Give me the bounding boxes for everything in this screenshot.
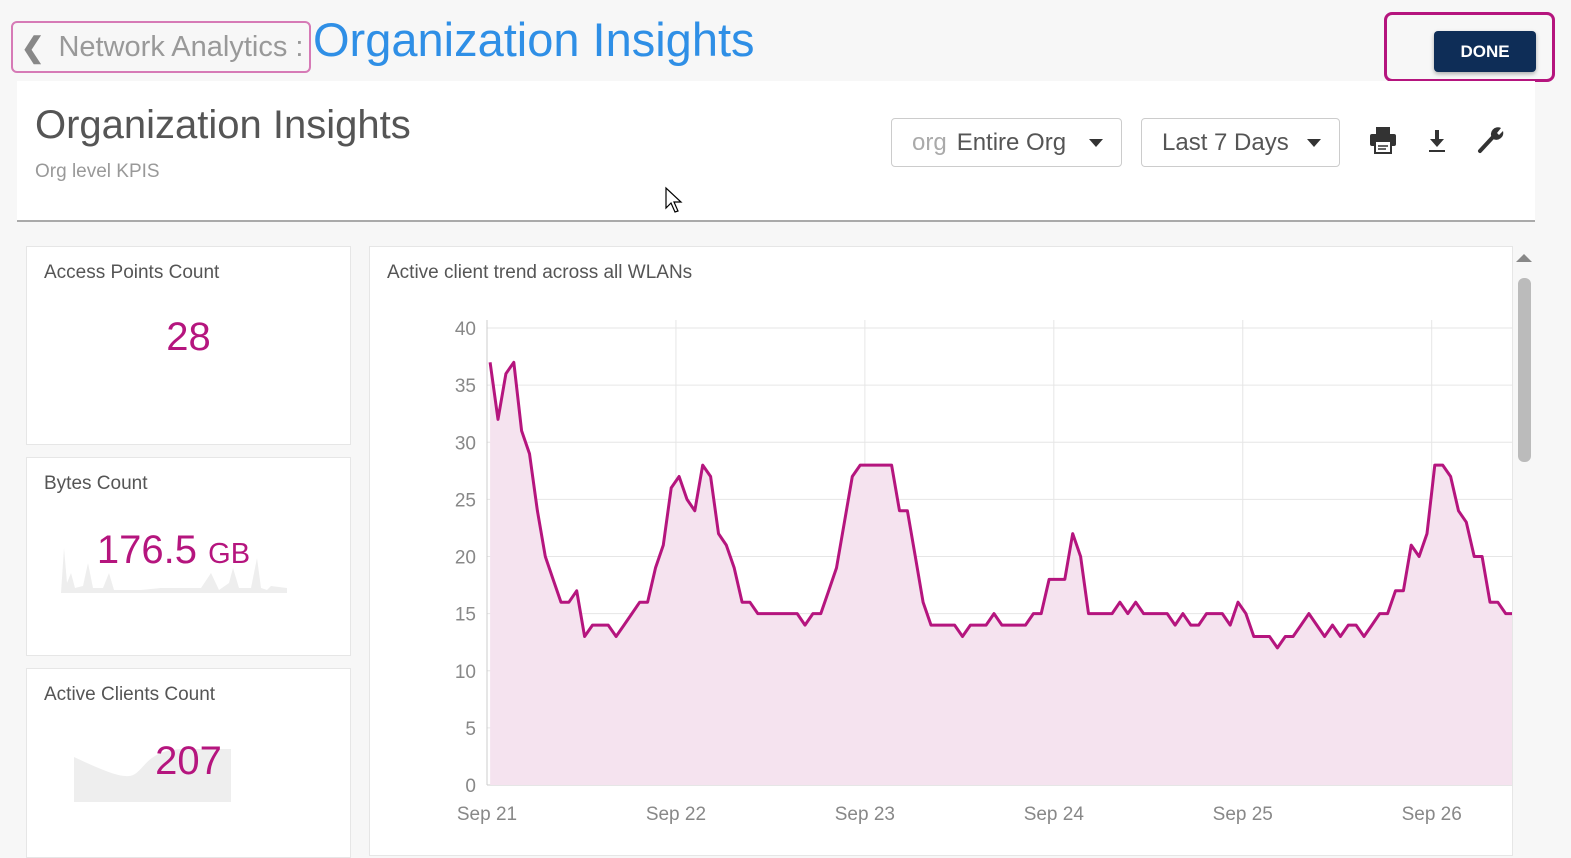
dashboard-subtitle: Org level KPIS bbox=[35, 161, 160, 183]
dashboard-title: Organization Insights bbox=[35, 103, 411, 148]
dashboard-header: Organization Insights Org level KPIS org… bbox=[17, 81, 1535, 222]
x-tick-label: Sep 25 bbox=[1213, 804, 1273, 825]
org-select[interactable]: org Entire Org bbox=[891, 118, 1122, 167]
card-value: 207 bbox=[27, 739, 350, 784]
page-title: Organization Insights bbox=[313, 12, 755, 67]
y-tick-label: 0 bbox=[465, 776, 476, 797]
done-button[interactable]: DONE bbox=[1434, 31, 1536, 72]
time-range-value: Last 7 Days bbox=[1162, 129, 1289, 157]
card-label: Bytes Count bbox=[44, 473, 148, 495]
x-tick-label: Sep 22 bbox=[646, 804, 706, 825]
wrench-icon[interactable] bbox=[1475, 125, 1505, 155]
x-tick-label: Sep 26 bbox=[1402, 804, 1462, 825]
y-tick-label: 10 bbox=[455, 662, 476, 683]
caret-down-icon bbox=[1089, 139, 1103, 147]
bytes-count-card: Bytes Count 176.5 GB bbox=[26, 457, 351, 656]
access-points-card: Access Points Count 28 bbox=[26, 246, 351, 445]
print-icon[interactable] bbox=[1368, 125, 1398, 155]
card-label: Access Points Count bbox=[44, 262, 219, 284]
bytes-value: 176.5 bbox=[97, 528, 197, 572]
scrollbar-thumb[interactable] bbox=[1518, 278, 1531, 462]
series-area bbox=[490, 362, 1512, 785]
active-client-chart: 0 5 10 15 20 25 30 35 40 Sep 21 Sep 22 Sep 23 Sep 24… bbox=[370, 247, 1514, 857]
y-tick-label: 15 bbox=[455, 605, 476, 626]
x-tick-label: Sep 21 bbox=[457, 804, 517, 825]
bytes-unit: GB bbox=[208, 538, 250, 570]
y-tick-label: 35 bbox=[455, 376, 476, 397]
org-select-prefix: org bbox=[912, 129, 947, 157]
chevron-left-icon: ❮ bbox=[21, 31, 44, 64]
back-to-network-analytics[interactable]: ❮ Network Analytics : bbox=[11, 21, 311, 73]
y-tick-label: 30 bbox=[455, 433, 476, 454]
active-clients-card: Active Clients Count 207 bbox=[26, 668, 351, 858]
time-range-select[interactable]: Last 7 Days bbox=[1141, 118, 1340, 167]
card-value: 28 bbox=[27, 315, 350, 360]
org-select-value: Entire Org bbox=[957, 129, 1066, 157]
y-tick-label: 5 bbox=[465, 719, 476, 740]
y-tick-label: 40 bbox=[455, 319, 476, 340]
card-value: 176.5 GB bbox=[27, 528, 350, 573]
x-tick-label: Sep 24 bbox=[1024, 804, 1085, 825]
breadcrumb-parent: Network Analytics : bbox=[58, 31, 303, 64]
y-tick-label: 25 bbox=[455, 490, 476, 511]
download-icon[interactable] bbox=[1422, 125, 1452, 155]
caret-down-icon bbox=[1307, 139, 1321, 147]
scroll-up-arrow-icon[interactable] bbox=[1516, 254, 1532, 262]
x-tick-label: Sep 23 bbox=[835, 804, 895, 825]
card-label: Active Clients Count bbox=[44, 684, 215, 706]
mouse-cursor-icon bbox=[664, 186, 684, 216]
y-tick-label: 20 bbox=[455, 548, 476, 569]
